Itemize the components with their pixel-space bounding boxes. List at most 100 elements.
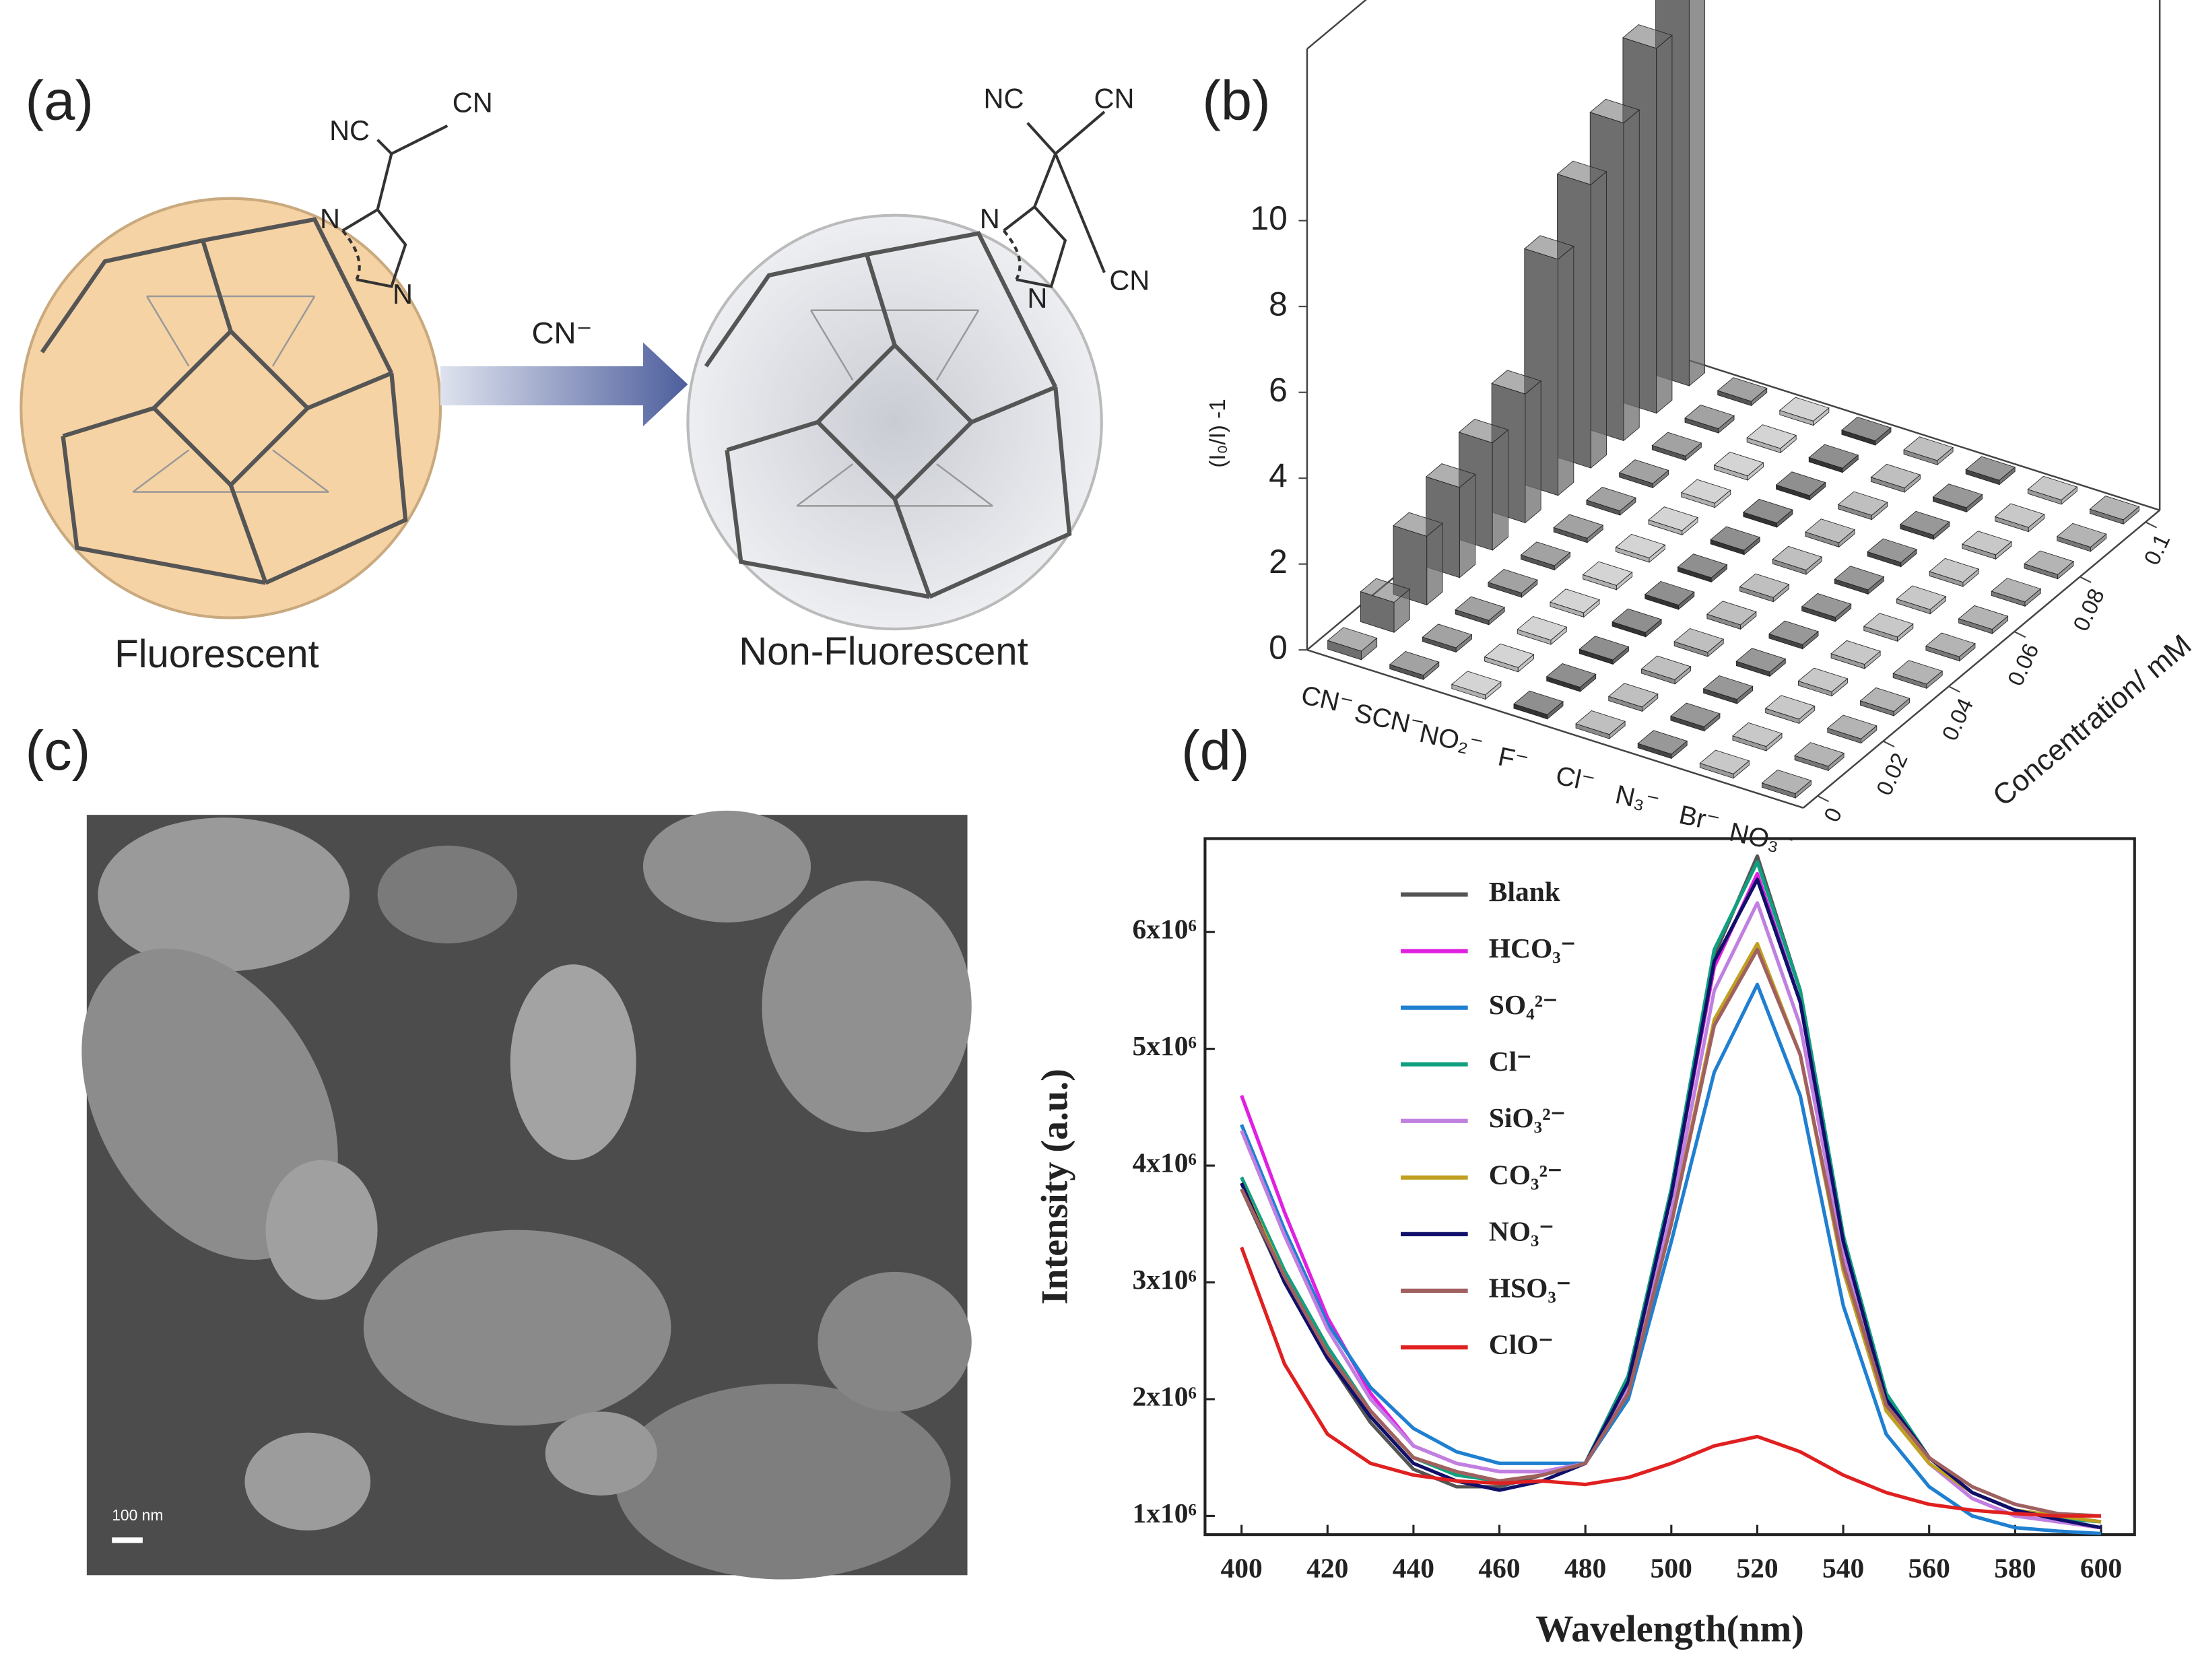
bar-top bbox=[1579, 636, 1630, 661]
bar bbox=[1732, 722, 1783, 751]
bar bbox=[1670, 702, 1721, 732]
bar bbox=[1965, 456, 2016, 485]
bar bbox=[1929, 558, 1980, 587]
bar-side bbox=[1525, 380, 1541, 524]
category-label: Br⁻ bbox=[1677, 800, 1723, 838]
bar-top bbox=[1841, 416, 1892, 442]
sem-image bbox=[81, 810, 972, 1580]
bar-top bbox=[1425, 463, 1476, 488]
caption: Non-Fluorescent bbox=[739, 630, 1028, 673]
bar bbox=[1484, 643, 1535, 673]
bar-top bbox=[1830, 640, 1881, 665]
nonfluorescent-cage bbox=[686, 213, 1103, 631]
bar-top bbox=[1546, 663, 1597, 688]
c-tick-label: 0.04 bbox=[1937, 695, 1979, 745]
bar-side bbox=[1459, 473, 1476, 578]
bar-side bbox=[1426, 523, 1443, 606]
bar-top bbox=[1520, 541, 1571, 566]
bar bbox=[1455, 596, 1506, 626]
bar-top bbox=[1589, 98, 1640, 124]
bar-top bbox=[1739, 573, 1790, 598]
bar-top bbox=[1451, 671, 1502, 696]
bar-top bbox=[1513, 690, 1564, 715]
bar bbox=[1618, 459, 1669, 489]
bar-top bbox=[1772, 545, 1823, 571]
bar-top bbox=[1962, 531, 2012, 556]
bar bbox=[1764, 695, 1816, 725]
x-tick-label: 480 bbox=[1564, 1553, 1606, 1584]
x-tick-label: 600 bbox=[2080, 1553, 2122, 1584]
atom: N bbox=[980, 203, 1000, 234]
bar bbox=[2089, 496, 2140, 525]
caption: Fluorescent bbox=[114, 632, 319, 676]
bar-top bbox=[1775, 471, 1826, 496]
legend-label: ClO⁻ bbox=[1489, 1329, 1554, 1360]
bar bbox=[1393, 512, 1443, 606]
y-tick-label: 1x10⁶ bbox=[1132, 1498, 1196, 1528]
bar-top bbox=[1327, 627, 1378, 652]
bar-top bbox=[1735, 648, 1787, 673]
c-tick bbox=[2014, 631, 2026, 638]
bar-top bbox=[1702, 675, 1754, 700]
legend-label: CO₃²⁻ bbox=[1489, 1159, 1562, 1190]
bar-side bbox=[1558, 245, 1574, 496]
category-label: NO₂⁻ bbox=[1417, 718, 1486, 761]
z-tick-label: 4 bbox=[1269, 457, 1288, 494]
c-tick bbox=[1817, 795, 1830, 803]
series-line bbox=[1240, 877, 2102, 1530]
bar bbox=[1779, 397, 1830, 426]
bar bbox=[1892, 660, 1944, 690]
bar-top bbox=[1618, 459, 1669, 484]
legend-label: SO₄²⁻ bbox=[1489, 989, 1558, 1020]
reagent: CN⁻ bbox=[532, 316, 593, 350]
bar-top bbox=[1422, 624, 1473, 648]
bar bbox=[1863, 613, 1914, 642]
bar bbox=[1582, 561, 1633, 591]
bar-top bbox=[1867, 538, 1917, 563]
bar bbox=[1991, 578, 2042, 607]
bar-top bbox=[1622, 24, 1673, 49]
bar-top bbox=[1553, 514, 1604, 539]
bar bbox=[1826, 714, 1878, 744]
bar bbox=[1761, 769, 1812, 799]
bar-top bbox=[1637, 730, 1688, 755]
category-label: CN⁻ bbox=[1298, 680, 1356, 720]
bar-top bbox=[1684, 404, 1735, 430]
plot-frame bbox=[1203, 837, 2136, 1537]
bar bbox=[1899, 510, 1950, 540]
z-tick-label: 0 bbox=[1269, 628, 1288, 666]
atom: CN bbox=[1109, 264, 1150, 296]
bar bbox=[1962, 531, 2012, 560]
c-tick-label: 0.08 bbox=[2069, 585, 2110, 635]
bar bbox=[1808, 444, 1859, 473]
x-tick-label: 560 bbox=[1908, 1553, 1950, 1584]
bar-top bbox=[1484, 643, 1535, 668]
bar bbox=[2027, 475, 2078, 505]
bar bbox=[2056, 523, 2107, 552]
bar bbox=[1550, 589, 1600, 618]
legend-label: HSO₃⁻ bbox=[1489, 1272, 1571, 1303]
bar-top bbox=[1713, 451, 1764, 477]
bar-top bbox=[1586, 486, 1636, 512]
bar bbox=[1742, 498, 1793, 528]
bar bbox=[1640, 655, 1692, 685]
bar bbox=[1422, 624, 1473, 653]
x-axis-label: Wavelength(nm) bbox=[1535, 1608, 1803, 1650]
bar bbox=[1607, 683, 1659, 712]
bar-top bbox=[1925, 632, 1976, 657]
bar bbox=[1615, 533, 1666, 563]
x-tick-label: 420 bbox=[1306, 1553, 1348, 1584]
bar-top bbox=[1746, 424, 1797, 449]
panel-label: (c) bbox=[26, 719, 91, 782]
panel-label: (a) bbox=[26, 69, 94, 132]
y-tick-label: 6x10⁶ bbox=[1132, 914, 1196, 945]
legend-label: Cl⁻ bbox=[1489, 1046, 1531, 1077]
z-tick-label: 10 bbox=[1250, 199, 1287, 237]
bar-top bbox=[1929, 558, 1980, 583]
bar-top bbox=[1556, 160, 1607, 185]
x-tick-label: 400 bbox=[1221, 1553, 1263, 1584]
category-label: SCN⁻ bbox=[1352, 698, 1427, 742]
bar bbox=[1327, 627, 1378, 661]
bar bbox=[1680, 479, 1731, 508]
bar bbox=[1546, 663, 1597, 692]
